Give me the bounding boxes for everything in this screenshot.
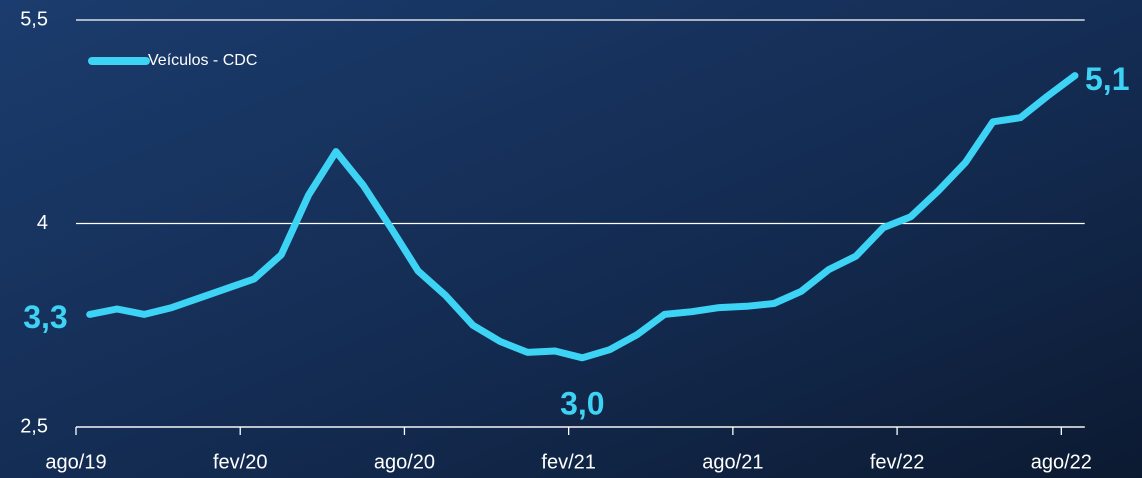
value-label: 3,0 [560, 385, 604, 421]
x-tick-label: fev/22 [870, 451, 924, 473]
legend-label: Veículos - CDC [148, 52, 257, 69]
y-tick-label: 4 [37, 212, 48, 234]
y-tick-label: 2,5 [20, 415, 48, 437]
x-tick-label: ago/22 [1031, 451, 1092, 473]
x-tick-label: ago/21 [702, 451, 763, 473]
value-label: 5,1 [1085, 61, 1129, 97]
data-line [86, 72, 1079, 362]
y-tick-label: 5,5 [20, 8, 48, 30]
x-tick-label: ago/19 [45, 451, 106, 473]
value-label: 3,3 [23, 299, 67, 335]
x-tick-label: ago/20 [374, 451, 435, 473]
x-tick-label: fev/21 [541, 451, 595, 473]
x-tick-label: fev/20 [213, 451, 267, 473]
